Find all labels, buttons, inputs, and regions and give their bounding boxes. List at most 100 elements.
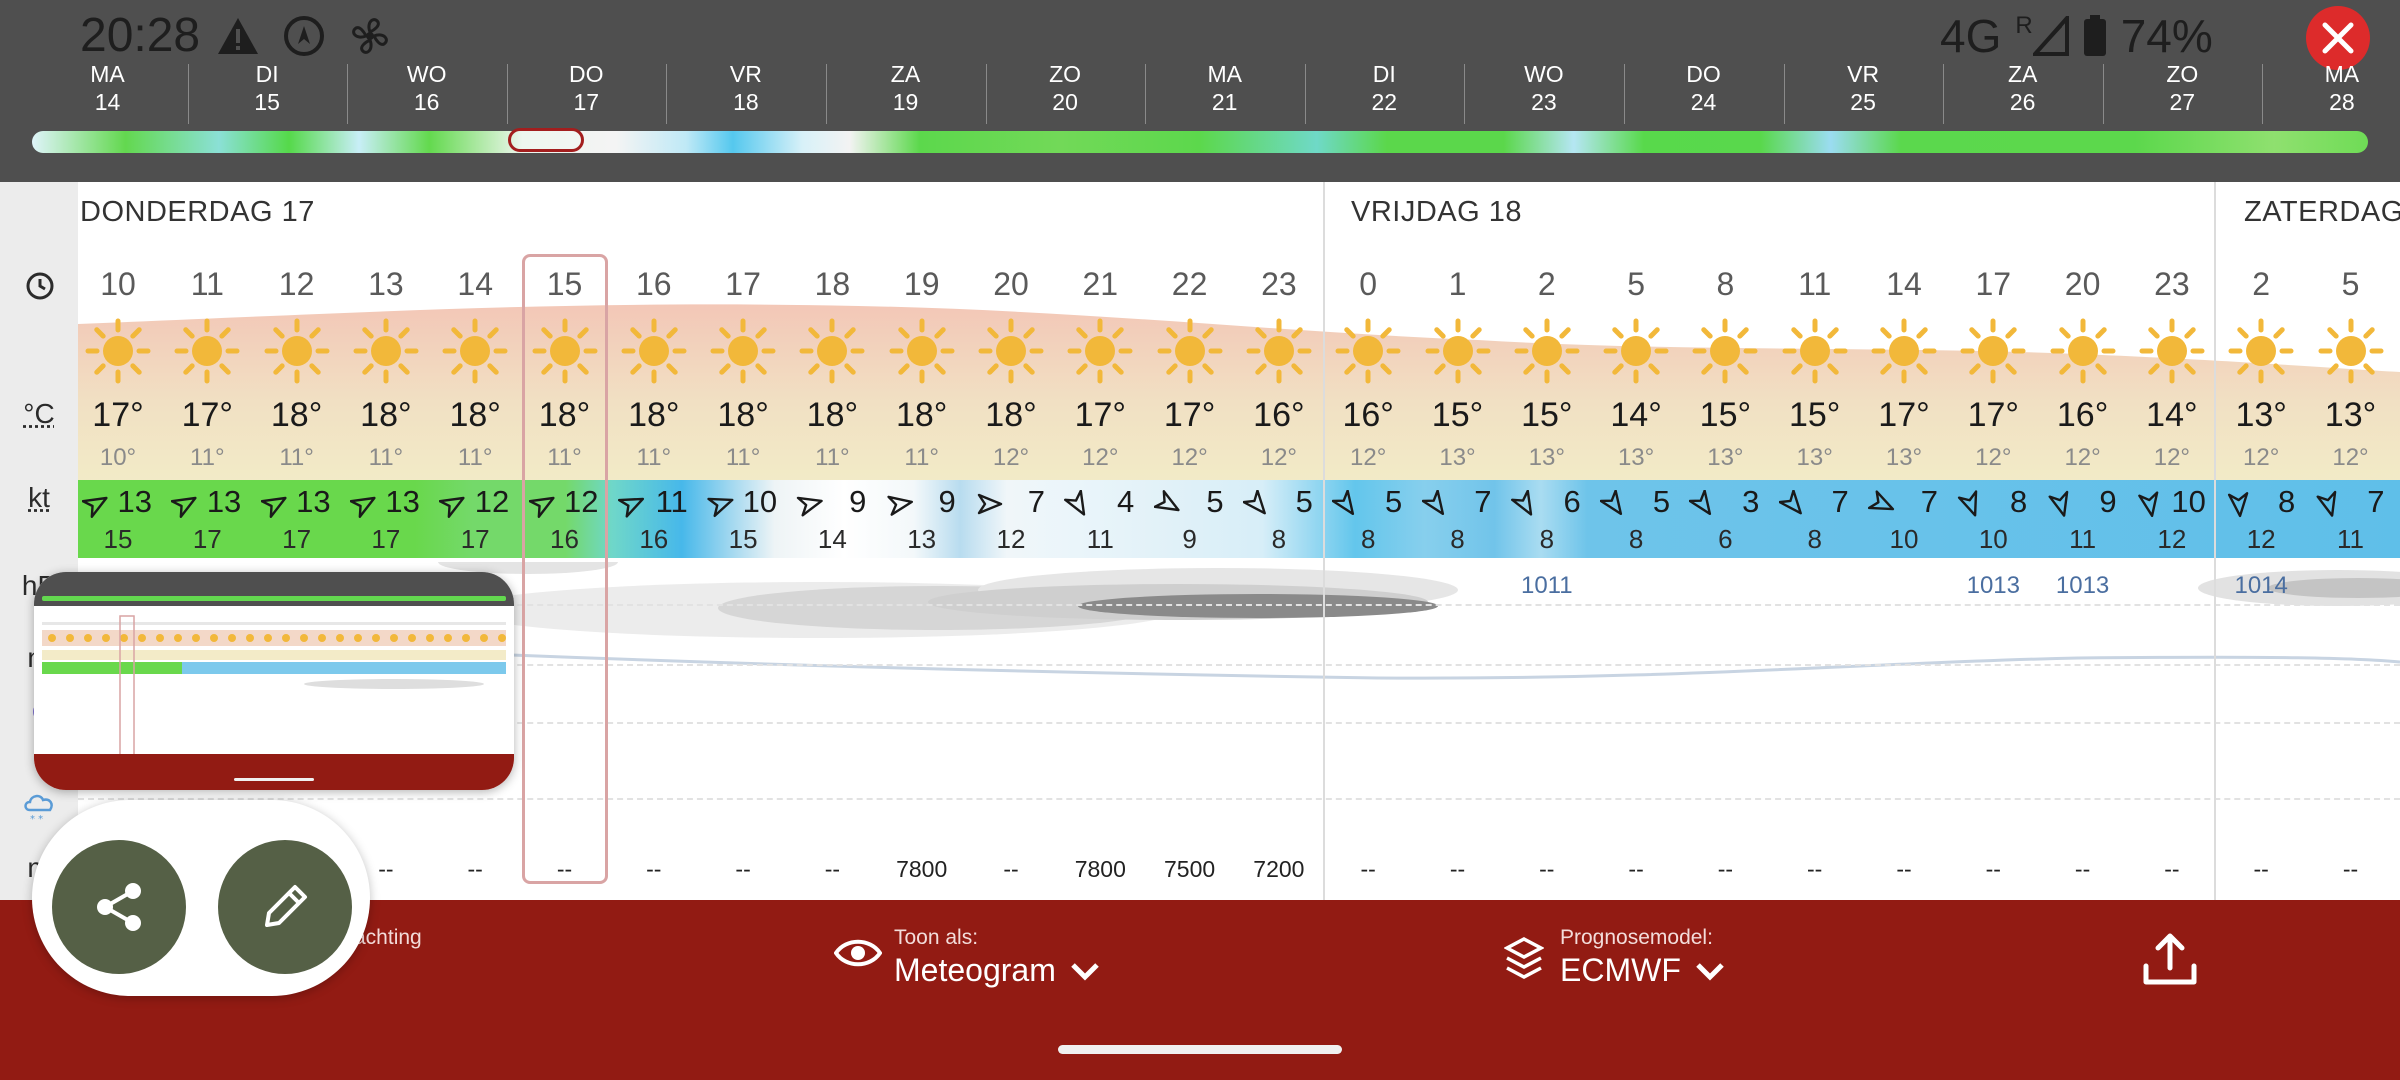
temperature-value: 17° xyxy=(92,396,144,434)
wind-speed-value: 13 xyxy=(385,484,420,519)
dewpoint-value: 12° xyxy=(1260,444,1298,471)
temperature-value: 18° xyxy=(538,396,591,434)
hour-label[interactable]: 14 xyxy=(1886,266,1922,302)
wind-direction-icon xyxy=(81,490,110,518)
temperature-value: 17° xyxy=(1163,396,1216,434)
hour-label[interactable]: 5 xyxy=(1627,266,1645,302)
sun-icon xyxy=(2137,316,2207,386)
hour-label[interactable]: 21 xyxy=(1082,266,1119,302)
hour-label[interactable]: 19 xyxy=(903,266,940,302)
sun-icon xyxy=(976,316,1046,386)
hour-label[interactable]: 23 xyxy=(2154,266,2190,302)
day-tab[interactable]: ZA 19 xyxy=(826,60,985,124)
hour-label[interactable]: 20 xyxy=(2064,266,2101,302)
hour-label[interactable]: 18 xyxy=(814,266,851,302)
visibility-value: -- xyxy=(735,856,751,882)
hour-label[interactable]: 14 xyxy=(457,266,493,302)
day-tab-number: 19 xyxy=(892,89,919,115)
meteogram[interactable]: DONDERDAG 17 VRIJDAG 18 ZATERDAG 10 17° 10… xyxy=(0,182,2400,900)
wind-speed-value: 12 xyxy=(564,484,599,519)
day-tab-abbr: DO xyxy=(1686,61,1721,87)
signal-icon xyxy=(2032,16,2069,56)
hour-label[interactable]: 8 xyxy=(1716,266,1735,302)
day-tab[interactable]: ZO 27 xyxy=(2102,60,2262,124)
visibility-value: 7800 xyxy=(1074,856,1126,882)
edit-button[interactable] xyxy=(218,840,352,974)
wind-speed-value: 11 xyxy=(655,484,688,519)
screenshot-thumbnail[interactable] xyxy=(34,572,514,790)
view-selector[interactable]: Toon als: Meteogram xyxy=(894,926,1100,989)
sun-icon xyxy=(351,316,421,386)
dewpoint-value: 13° xyxy=(1439,444,1476,471)
day-tab-number: 26 xyxy=(2009,89,2036,115)
timeline-bar[interactable] xyxy=(32,131,2368,153)
wind-gust-value: 8 xyxy=(1807,524,1822,554)
day-tab[interactable]: DO 17 xyxy=(506,60,666,124)
wind-gust-value: 11 xyxy=(2069,524,2097,554)
hour-label[interactable]: 12 xyxy=(278,266,315,302)
dewpoint-value: 12° xyxy=(2243,444,2280,471)
close-button[interactable] xyxy=(2306,6,2370,70)
day-tab[interactable]: WO 23 xyxy=(1464,60,1623,124)
wind-speed-value: 3 xyxy=(1742,484,1760,519)
hour-label[interactable]: 17 xyxy=(725,266,761,302)
share-button[interactable] xyxy=(52,840,186,974)
day-tab[interactable]: MA 28 xyxy=(2262,60,2400,124)
wind-direction-icon xyxy=(617,490,646,518)
temperature-unit-label[interactable]: °C xyxy=(23,398,55,429)
hour-label[interactable]: 17 xyxy=(1975,266,2012,302)
day-tab-number: 27 xyxy=(2169,89,2196,115)
wind-direction-icon xyxy=(886,490,914,518)
wind-speed-value: 9 xyxy=(938,484,956,519)
hour-label[interactable]: 23 xyxy=(1261,266,1297,302)
bottom-bar: achting Toon als: Meteogram Prognosemode… xyxy=(0,900,2400,1080)
status-right: 4G R 74% xyxy=(1940,6,2213,66)
visibility-value: -- xyxy=(646,856,662,882)
visibility-value: -- xyxy=(556,856,573,882)
wind-gust-value: 14 xyxy=(817,524,847,554)
hour-label[interactable]: 2 xyxy=(2252,266,2271,302)
hour-label[interactable]: 13 xyxy=(368,266,404,302)
wind-speed-value: 7 xyxy=(1027,484,1045,519)
day-tab[interactable]: MA 21 xyxy=(1145,60,1304,124)
hour-label[interactable]: 20 xyxy=(993,266,1029,302)
day-tab[interactable]: DI 15 xyxy=(187,60,347,124)
day-tab-abbr: ZA xyxy=(2007,61,2038,87)
model-selector[interactable]: Prognosemodel: ECMWF xyxy=(1560,926,1725,989)
timeline-selection-handle[interactable] xyxy=(508,128,584,152)
wind-unit-label[interactable]: kt xyxy=(28,482,50,513)
dewpoint-value: 13° xyxy=(1707,444,1744,471)
hour-label[interactable]: 11 xyxy=(190,266,224,302)
wind-gust-value: 8 xyxy=(1450,524,1465,554)
hour-label[interactable]: 22 xyxy=(1171,266,1208,302)
temperature-value: 13° xyxy=(2235,396,2287,434)
temperature-value: 14° xyxy=(1610,396,1662,434)
share-export-button[interactable] xyxy=(2140,930,2200,990)
hour-label[interactable]: 11 xyxy=(1798,266,1832,302)
model-label: Prognosemodel: xyxy=(1560,926,1713,949)
wind-direction-icon xyxy=(1242,489,1271,518)
hour-label[interactable]: 10 xyxy=(100,266,136,302)
temperature-value: 13° xyxy=(2324,396,2377,434)
hour-label[interactable]: 5 xyxy=(2341,266,2360,302)
hour-label[interactable]: 16 xyxy=(636,266,672,302)
day-tab[interactable]: ZA 26 xyxy=(1943,60,2102,124)
wind-direction-icon xyxy=(1153,490,1182,518)
hour-label[interactable]: 2 xyxy=(1537,266,1556,302)
hour-label[interactable]: 1 xyxy=(1448,266,1467,302)
day-tab[interactable]: VR 25 xyxy=(1783,60,1943,124)
day-tab[interactable]: MA 14 xyxy=(28,60,187,122)
wind-speed-value: 9 xyxy=(849,484,867,519)
hour-label[interactable]: 15 xyxy=(546,266,583,302)
wind-direction-icon xyxy=(796,490,824,518)
day-tab[interactable]: VR 18 xyxy=(666,60,825,124)
day-tab[interactable]: DO 24 xyxy=(1624,60,1783,124)
day-tab[interactable]: DI 22 xyxy=(1304,60,1464,124)
day-tab[interactable]: ZO 20 xyxy=(985,60,1145,124)
warning-icon xyxy=(218,18,258,54)
hour-label[interactable]: 0 xyxy=(1359,266,1378,302)
day-tab[interactable]: WO 16 xyxy=(347,60,506,124)
network-type: 4G xyxy=(1940,10,2002,62)
home-indicator[interactable] xyxy=(1058,1045,1342,1054)
wind-gust-value: 8 xyxy=(1628,524,1644,554)
